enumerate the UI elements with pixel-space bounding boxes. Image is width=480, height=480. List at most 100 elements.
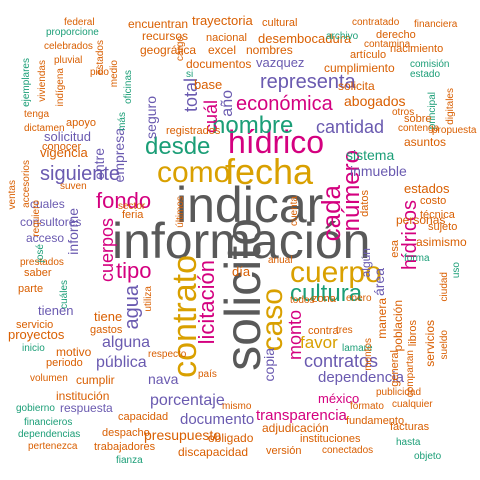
word-cultura: cultura	[290, 280, 363, 307]
word-nava: nava	[148, 371, 179, 387]
word-cantidad: cantidad	[316, 117, 385, 137]
word-detallar: compartan	[405, 350, 416, 398]
word-solicita: técnica	[420, 209, 455, 221]
word-dependencias: dependencias	[18, 429, 81, 440]
word-cual-q: sobre	[404, 113, 432, 125]
word-motivo: motivo	[56, 345, 92, 359]
word-representa: representa	[260, 71, 356, 93]
word-fianza: fianza	[116, 455, 143, 466]
word-cultural: cultural	[262, 17, 298, 29]
word-formato: formato	[350, 401, 384, 412]
word-ejemplares: ejemplares	[21, 58, 32, 107]
word-forma: sujeto	[428, 221, 458, 233]
word-periodo: periodo	[46, 357, 83, 369]
word-requiero: suven	[60, 181, 87, 192]
word-mismo: mismo	[222, 401, 252, 412]
word-tecnica: costo	[420, 195, 447, 207]
word-inmueble: inmueble	[350, 163, 407, 179]
word-feria: utiliza	[143, 286, 154, 312]
word-recursos: recursos	[142, 29, 189, 43]
word-cumplimiento: cumplimiento	[324, 61, 395, 75]
word-oficinas: más	[117, 112, 128, 131]
word-mas: registrados	[166, 125, 221, 137]
word-poblacion: manera	[375, 298, 389, 339]
word-publicidad: publicidad	[376, 387, 422, 398]
word-proyectos: proyectos	[8, 327, 65, 342]
word-economica: económica	[236, 93, 333, 115]
word-articulo: contamina	[364, 39, 411, 50]
word-desde: desde	[145, 133, 211, 160]
word-propuesta: asuntos	[404, 135, 447, 149]
word-empresa: empresa	[111, 128, 127, 183]
word-parte: parte	[18, 283, 44, 295]
word-digitales: comisión	[410, 59, 450, 70]
word-derecho: solicita	[338, 79, 375, 93]
word-anio: año	[219, 90, 236, 117]
word-ultimos: cuenta	[289, 196, 300, 227]
word-caso: caso	[256, 288, 289, 352]
word-trabajadores: trabajadores	[94, 441, 156, 453]
word-pertenezca: pertenezca	[28, 441, 78, 452]
word-lamare: tres	[336, 325, 353, 336]
word-sujeto: asimismo	[416, 235, 467, 249]
word-ventas: requiero	[31, 200, 42, 237]
word-publicos: estados	[95, 40, 106, 76]
word-asimismo: personas	[396, 213, 446, 227]
word-indicar: indicar	[176, 177, 324, 233]
word-viviendas: viviendas	[37, 60, 48, 102]
word-servicios: libros	[407, 320, 419, 347]
word-enero: zona	[312, 293, 336, 305]
word-fundamento: fundamento	[346, 415, 405, 427]
word-volumen: volumen	[30, 373, 68, 384]
word-discapacidad: discapacidad	[178, 445, 249, 459]
word-financiera: financiera	[414, 19, 458, 30]
word-documento: documento	[180, 411, 255, 428]
word-acredito: accesorios	[21, 160, 32, 208]
word-comision: estado	[410, 69, 441, 80]
word-indigena: indígena	[55, 68, 66, 107]
word-anios: esa	[389, 240, 401, 258]
word-manera: montos	[363, 338, 374, 371]
word-licitacion: licitación	[194, 260, 219, 345]
word-tipo: tipo	[116, 258, 152, 283]
word-cuenta: si	[186, 69, 194, 80]
word-excel: excel	[208, 43, 237, 57]
word-presupuesto: presupuesto	[144, 427, 222, 443]
word-dia: día	[232, 264, 251, 279]
word-seguro: seguro	[143, 96, 159, 139]
word-nombres: nombres	[246, 43, 293, 57]
word-respuesta: respuesta	[60, 401, 113, 415]
word-principal: digitales	[445, 88, 456, 125]
word-todos: anual	[268, 255, 293, 266]
word-respecto: respecto	[148, 349, 187, 360]
word-estado: archivo	[326, 31, 359, 42]
word-ciudad: uso	[451, 262, 462, 279]
word-sector: feria	[122, 209, 144, 221]
word-nacimiento: derecho	[376, 29, 416, 41]
word-nacional: nacional	[206, 32, 247, 44]
word-pais: país	[198, 369, 217, 380]
word-sobre: otros	[392, 107, 415, 118]
word-consultores: consultores	[20, 215, 82, 229]
word-pido: pido	[90, 67, 109, 78]
word-vazquez: vazquez	[256, 55, 305, 70]
word-contratos: contratos	[304, 351, 379, 371]
word-despacho: despacho	[102, 427, 150, 439]
word-otros: contenga	[398, 123, 440, 134]
word-vigencia: vigencia	[40, 145, 88, 160]
word-encuentran: encuentran	[128, 17, 189, 31]
word-transparencia: transparencia	[256, 407, 347, 424]
word-nombre: nombre	[212, 112, 294, 139]
word-trayectoria: trayectoria	[192, 13, 253, 28]
word-fecha: fecha	[225, 151, 314, 192]
word-financieros: financieros	[24, 417, 73, 428]
word-servicio: servicio	[16, 319, 54, 331]
word-cualquier: cualquier	[392, 399, 433, 410]
word-contratado: contratado	[352, 17, 400, 28]
word-documentos: documentos	[186, 57, 252, 71]
word-celebrados: celebrados	[44, 41, 93, 52]
word-fondo: fondo	[96, 188, 152, 213]
word-pluvial: pluvial	[54, 55, 83, 66]
word-hidrico: hídrico	[228, 124, 325, 160]
